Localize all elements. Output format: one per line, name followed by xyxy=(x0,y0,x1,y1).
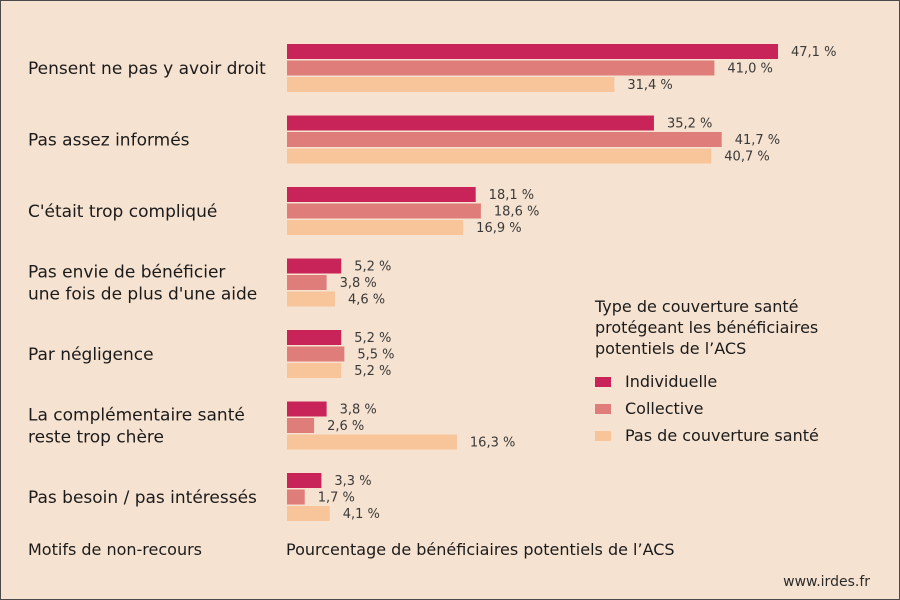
bar xyxy=(287,489,305,505)
data-label: 5,2 % xyxy=(354,364,391,379)
bar xyxy=(287,275,327,290)
data-label: 4,1 % xyxy=(343,507,380,522)
data-label: 5,2 % xyxy=(354,331,391,346)
data-label: 4,6 % xyxy=(348,293,385,308)
bar xyxy=(287,401,327,417)
bar xyxy=(287,60,715,76)
legend: Type de couverture santé protégeant les b… xyxy=(594,297,819,445)
bar xyxy=(287,291,335,307)
bars-group: 47,1 % 41,0 % 31,4 % 35,2 % 41,7 % 40,7 % 18,1… xyxy=(287,44,836,522)
legend-swatch xyxy=(595,404,611,414)
bar xyxy=(287,148,712,164)
bar xyxy=(287,132,722,147)
data-label: 3,8 % xyxy=(340,403,377,418)
data-label: 31,4 % xyxy=(627,78,672,93)
bar xyxy=(287,473,322,488)
legend-swatch xyxy=(595,377,611,387)
bar xyxy=(287,115,654,131)
data-label: 5,5 % xyxy=(357,348,394,363)
category-label: Pas assez informés xyxy=(28,131,190,151)
legend-item-label: Pas de couverture santé xyxy=(625,426,819,445)
bar xyxy=(287,330,342,345)
source-url: www.irdes.fr xyxy=(783,574,870,590)
bar xyxy=(287,44,778,59)
bar xyxy=(287,187,476,202)
category-label: Par négligence xyxy=(28,345,154,365)
data-label: 3,3 % xyxy=(334,474,371,489)
data-label: 5,2 % xyxy=(354,260,391,275)
legend-item-label: Individuelle xyxy=(625,372,717,391)
category-label: Pensent ne pas y avoir droit xyxy=(28,59,266,79)
data-label: 16,9 % xyxy=(476,221,521,236)
data-label: 40,7 % xyxy=(724,150,769,165)
data-label: 18,6 % xyxy=(494,205,539,220)
bar xyxy=(287,77,615,92)
category-label: Pas envie de bénéficier xyxy=(28,263,225,283)
bar xyxy=(287,506,330,521)
category-labels: Pensent ne pas y avoir droit Pas assez in… xyxy=(28,59,266,508)
legend-item-label: Collective xyxy=(625,399,704,418)
data-label: 41,7 % xyxy=(735,133,780,148)
bar xyxy=(287,363,342,378)
data-label: 16,3 % xyxy=(470,436,515,451)
bar xyxy=(287,346,345,362)
category-label: La complémentaire santé xyxy=(28,406,245,426)
legend-title: Type de couverture santé protégeant les b… xyxy=(594,297,818,358)
data-label: 47,1 % xyxy=(791,45,836,60)
y-axis-title: Motifs de non-recours xyxy=(28,540,202,559)
bar xyxy=(287,203,481,219)
bar xyxy=(287,220,464,235)
data-label: 18,1 % xyxy=(489,188,534,203)
bar xyxy=(287,434,457,450)
data-label: 41,0 % xyxy=(727,62,772,77)
bar xyxy=(287,418,315,433)
legend-swatch xyxy=(595,431,611,441)
category-label: une fois de plus d'une aide xyxy=(28,285,257,305)
data-label: 1,7 % xyxy=(318,491,355,506)
x-axis-title: Pourcentage de bénéficiaires potentiels … xyxy=(286,540,675,559)
data-label: 3,8 % xyxy=(340,276,377,291)
bar xyxy=(287,258,342,274)
data-label: 35,2 % xyxy=(667,117,712,132)
category-label: reste trop chère xyxy=(28,428,164,448)
data-label: 2,6 % xyxy=(327,419,364,434)
category-label: Pas besoin / pas intéressés xyxy=(28,488,257,508)
category-label: C'était trop compliqué xyxy=(28,202,217,222)
